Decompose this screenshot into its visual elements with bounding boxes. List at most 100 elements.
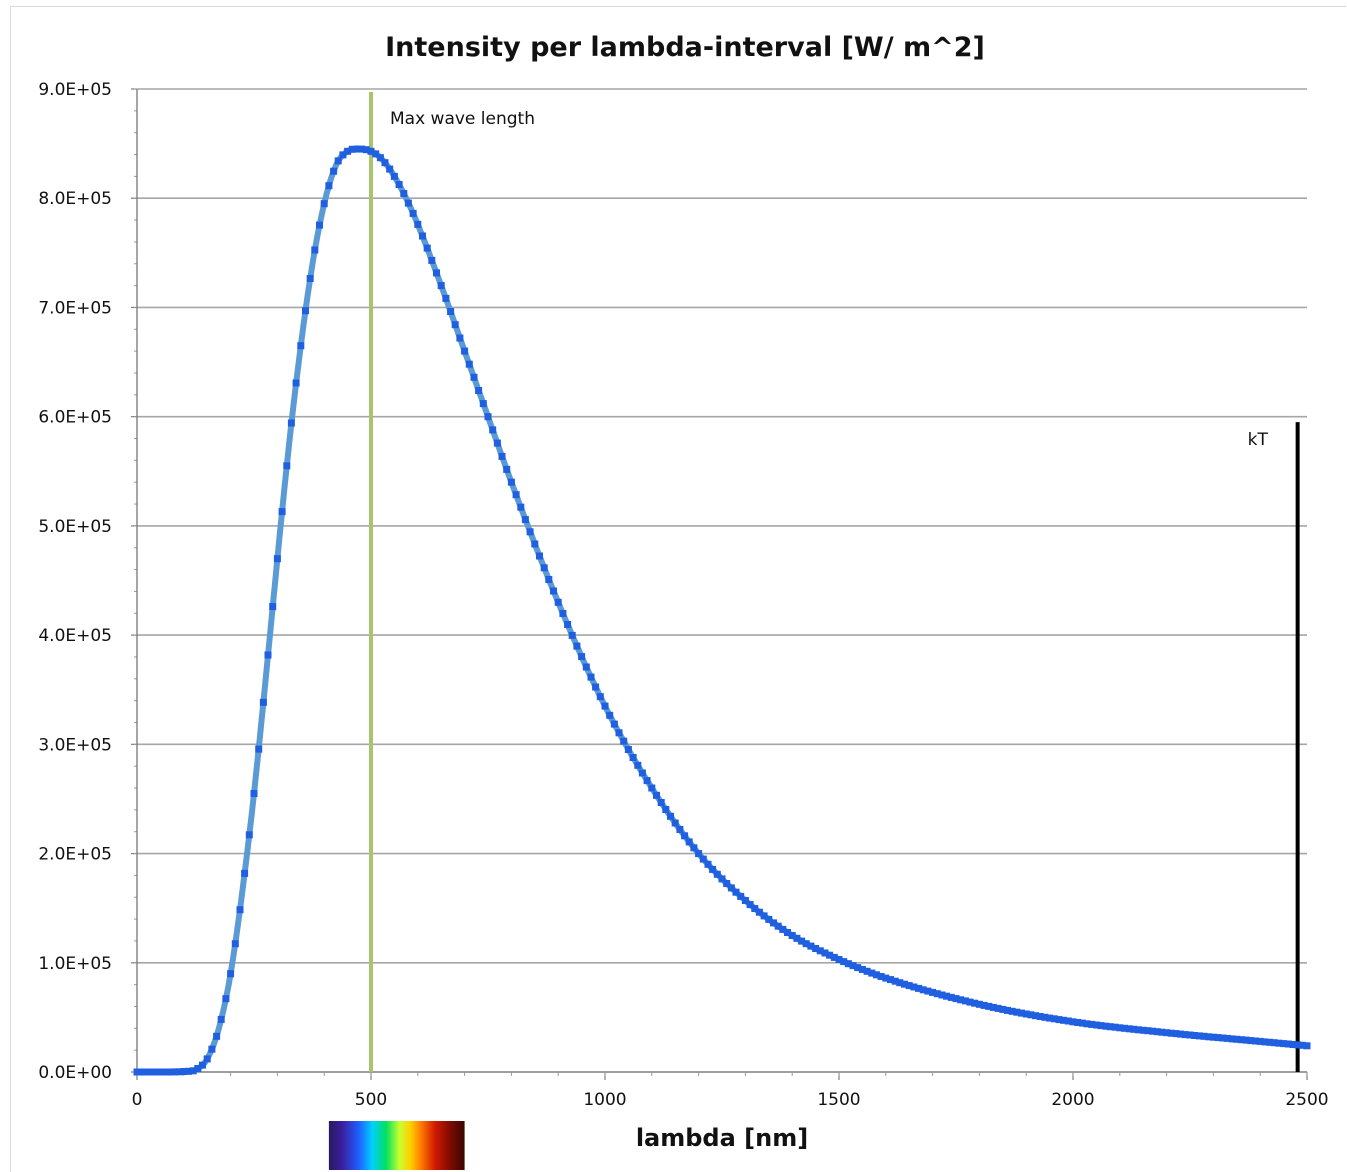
data-point xyxy=(704,860,712,868)
data-point xyxy=(858,966,866,973)
data-point xyxy=(887,976,894,984)
data-point xyxy=(807,942,815,950)
data-point xyxy=(1139,1026,1147,1034)
data-point xyxy=(297,342,305,350)
data-point xyxy=(133,1068,141,1076)
data-point xyxy=(1092,1021,1100,1029)
data-point xyxy=(334,157,342,165)
x-tick-label: 1000 xyxy=(583,1090,626,1110)
kt-label: kT xyxy=(1248,430,1269,450)
data-point xyxy=(521,516,529,524)
data-point xyxy=(1177,1030,1185,1038)
data-point xyxy=(1008,1007,1016,1015)
data-point xyxy=(610,720,618,728)
data-point xyxy=(470,373,478,381)
data-point xyxy=(910,983,918,991)
data-point xyxy=(961,997,969,1005)
data-point xyxy=(1223,1034,1231,1042)
data-point xyxy=(1064,1017,1072,1025)
data-point xyxy=(428,256,436,264)
data-point xyxy=(554,598,562,606)
data-point xyxy=(746,901,754,909)
data-point xyxy=(236,906,244,914)
data-point xyxy=(989,1003,997,1011)
data-point xyxy=(1205,1033,1213,1041)
data-point xyxy=(905,982,913,990)
grid-lines xyxy=(137,88,1307,964)
data-point xyxy=(255,745,263,753)
data-point xyxy=(653,791,660,799)
data-point xyxy=(868,969,876,977)
data-point xyxy=(241,869,249,877)
data-point xyxy=(634,761,642,769)
data-point xyxy=(273,555,281,563)
data-point xyxy=(138,1068,146,1076)
data-point xyxy=(1088,1020,1096,1028)
data-point xyxy=(1036,1013,1044,1020)
data-point xyxy=(929,988,937,996)
data-point xyxy=(147,1068,155,1076)
data-point xyxy=(573,642,581,650)
data-point xyxy=(1298,1041,1306,1049)
data-point xyxy=(1106,1023,1114,1031)
data-point xyxy=(1022,1010,1030,1018)
data-point xyxy=(741,897,749,904)
data-point xyxy=(1256,1037,1264,1045)
data-point xyxy=(924,987,932,995)
data-point xyxy=(849,962,857,970)
data-point xyxy=(1228,1035,1236,1043)
data-point xyxy=(1102,1022,1110,1030)
data-point xyxy=(793,934,801,942)
data-point xyxy=(302,307,309,315)
data-point xyxy=(812,945,820,952)
data-point xyxy=(503,465,511,473)
data-point xyxy=(891,977,899,985)
data-point xyxy=(1050,1015,1058,1023)
data-point xyxy=(727,884,735,892)
data-point xyxy=(709,865,717,873)
y-tick-label: 2.0E+05 xyxy=(38,845,112,865)
data-point xyxy=(1209,1033,1217,1041)
x-tick-label: 2000 xyxy=(1051,1090,1094,1110)
data-point xyxy=(1181,1031,1189,1039)
data-point xyxy=(507,478,515,486)
data-point xyxy=(264,651,272,659)
data-point xyxy=(1004,1006,1011,1014)
data-point xyxy=(784,929,791,936)
data-point xyxy=(456,334,464,342)
data-point xyxy=(1032,1012,1040,1020)
data-point xyxy=(292,379,300,387)
data-point xyxy=(957,996,965,1004)
data-point xyxy=(638,769,646,777)
data-point xyxy=(386,165,394,173)
y-tick-label: 8.0E+05 xyxy=(38,189,112,209)
data-point xyxy=(1167,1029,1175,1037)
data-point xyxy=(1294,1041,1302,1049)
data-point xyxy=(1214,1034,1222,1042)
y-tick-label: 3.0E+05 xyxy=(38,735,112,755)
data-point xyxy=(358,145,366,153)
data-point xyxy=(203,1055,211,1063)
data-point xyxy=(330,167,338,175)
data-point xyxy=(620,737,628,745)
data-point xyxy=(217,1015,225,1023)
data-point xyxy=(447,308,455,315)
data-point xyxy=(592,683,600,691)
data-point xyxy=(1200,1032,1208,1040)
data-point xyxy=(404,199,412,207)
data-point xyxy=(755,908,763,916)
data-point xyxy=(1172,1030,1180,1038)
data-point xyxy=(1097,1022,1105,1030)
data-point xyxy=(713,870,721,878)
data-point xyxy=(423,244,431,252)
data-point xyxy=(1303,1042,1311,1050)
data-point xyxy=(685,838,693,846)
data-point xyxy=(559,610,567,617)
x-axis-label: lambda [nm] xyxy=(636,1124,808,1152)
data-point xyxy=(1149,1027,1157,1035)
data-point xyxy=(512,491,520,499)
data-point xyxy=(994,1004,1002,1012)
data-point xyxy=(185,1067,192,1075)
data-point xyxy=(1111,1023,1119,1031)
y-tick-label: 9.0E+05 xyxy=(38,80,112,100)
